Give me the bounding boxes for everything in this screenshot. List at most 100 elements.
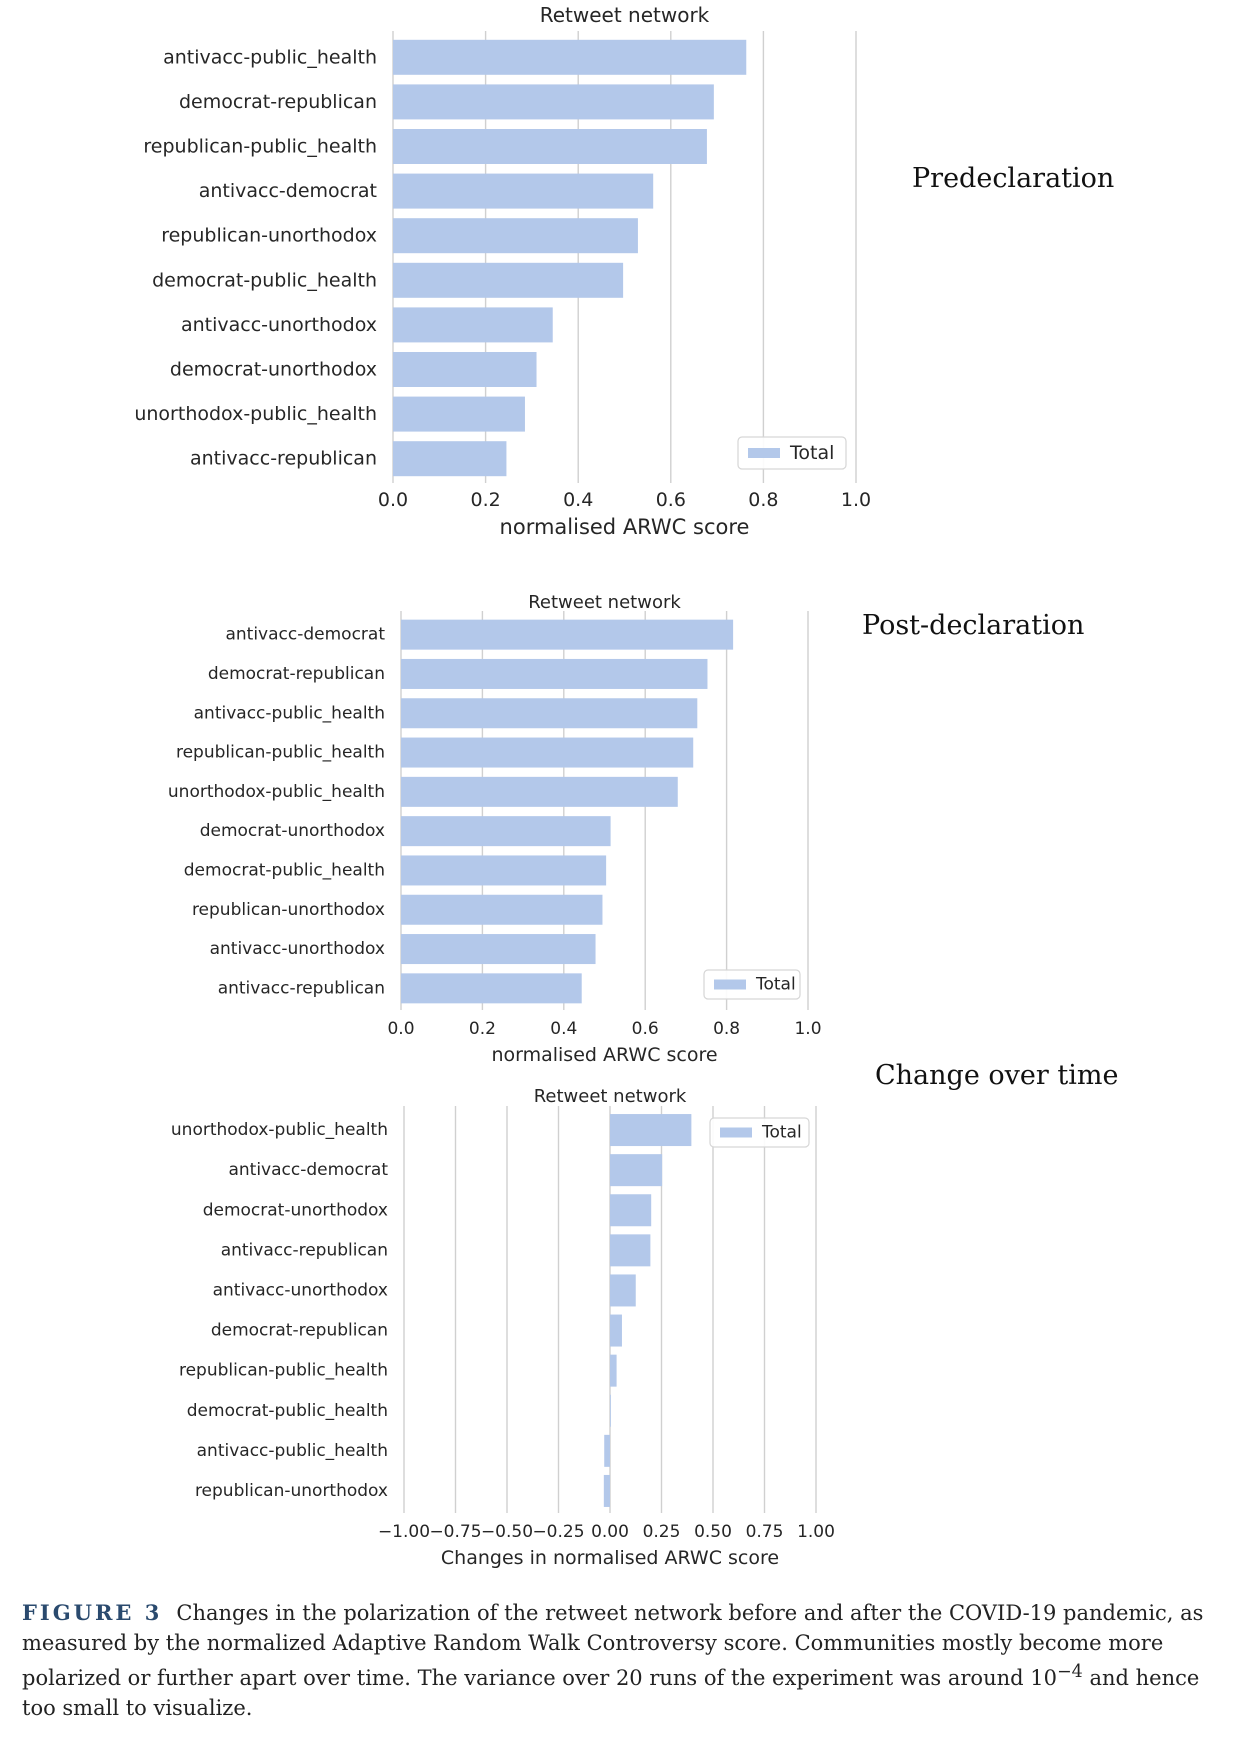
category-label: unorthodox-public_health bbox=[171, 1120, 388, 1140]
bar bbox=[401, 776, 678, 807]
bar bbox=[393, 396, 525, 432]
category-label: democrat-unorthodox bbox=[170, 359, 377, 381]
category-label: democrat-public_health bbox=[152, 269, 377, 291]
category-label: antivacc-democrat bbox=[199, 180, 377, 202]
x-tick-label: 0.50 bbox=[694, 1522, 732, 1542]
x-tick-label: 0.2 bbox=[470, 489, 500, 511]
bar bbox=[610, 1394, 611, 1427]
category-label: democrat-republican bbox=[208, 664, 385, 684]
bar bbox=[610, 1114, 692, 1147]
chart-title: Retweet network bbox=[540, 3, 710, 27]
category-label: republican-public_health bbox=[143, 136, 377, 158]
category-label: antivacc-public_health bbox=[197, 1441, 388, 1461]
legend-box bbox=[709, 1117, 810, 1148]
category-label: antivacc-unorthodox bbox=[181, 314, 377, 336]
category-label: unorthodox-public_health bbox=[168, 782, 385, 802]
category-label: republican-unorthodox bbox=[192, 900, 385, 920]
bar bbox=[610, 1234, 651, 1267]
bar bbox=[603, 1474, 610, 1507]
chart-2: antivacc-democrat democrat-republican anti… bbox=[168, 592, 822, 1066]
x-tick-label: −0.50 bbox=[481, 1522, 533, 1542]
bar bbox=[401, 855, 607, 886]
chart-1: antivacc-public_health democrat-republica… bbox=[134, 3, 871, 539]
x-tick-label: 0.8 bbox=[713, 1019, 740, 1039]
legend-box bbox=[737, 436, 847, 470]
bar bbox=[393, 352, 537, 387]
x-tick-label: 0.4 bbox=[550, 1019, 577, 1039]
legend: Total bbox=[737, 436, 847, 470]
figure-label: FIGURE 3 bbox=[22, 1600, 163, 1625]
panel-label-post-declaration: Post-declaration bbox=[862, 610, 1085, 641]
category-label: republican-public_health bbox=[176, 743, 385, 763]
caption-text: Changes in the polarization of the retwe… bbox=[22, 1601, 1204, 1690]
category-label: antivacc-public_health bbox=[163, 46, 377, 68]
category-label: antivacc-unorthodox bbox=[213, 1280, 388, 1300]
bar bbox=[610, 1314, 622, 1347]
bar bbox=[393, 218, 638, 254]
bar bbox=[401, 698, 698, 729]
x-tick-label: 0.0 bbox=[387, 1019, 414, 1039]
bar bbox=[393, 39, 747, 75]
panel-label-predeclaration: Predeclaration bbox=[912, 163, 1115, 194]
figure-charts: antivacc-public_health democrat-republica… bbox=[134, 3, 871, 1569]
x-tick-label: 0.6 bbox=[656, 489, 686, 511]
legend: Total bbox=[709, 1117, 810, 1148]
legend-swatch bbox=[714, 979, 746, 990]
x-tick-label: 1.0 bbox=[841, 489, 871, 511]
x-tick-label: 0.0 bbox=[378, 489, 408, 511]
category-label: antivacc-democrat bbox=[225, 625, 385, 645]
legend-label: Total bbox=[789, 442, 834, 464]
x-tick-label: −0.25 bbox=[532, 1522, 584, 1542]
x-tick-label: 0.8 bbox=[748, 489, 778, 511]
bar bbox=[401, 973, 582, 1004]
category-label: antivacc-republican bbox=[218, 978, 385, 998]
bar bbox=[401, 934, 596, 965]
x-tick-label: −0.75 bbox=[429, 1522, 481, 1542]
bar bbox=[604, 1434, 610, 1467]
bar bbox=[610, 1194, 652, 1227]
legend-swatch bbox=[748, 448, 780, 458]
category-label: antivacc-republican bbox=[221, 1240, 388, 1260]
x-axis-label: normalised ARWC score bbox=[500, 515, 750, 539]
category-label: democrat-public_health bbox=[187, 1401, 388, 1421]
category-label: antivacc-public_health bbox=[194, 703, 385, 723]
category-label: democrat-unorthodox bbox=[200, 821, 385, 841]
x-tick-label: 0.2 bbox=[469, 1019, 496, 1039]
category-label: antivacc-unorthodox bbox=[210, 939, 385, 959]
bar bbox=[401, 658, 708, 689]
bar bbox=[393, 129, 707, 164]
category-label: antivacc-democrat bbox=[228, 1160, 388, 1180]
category-label: democrat-public_health bbox=[184, 860, 385, 880]
caption-text-end: and hence too small to visualize. bbox=[22, 1666, 1200, 1720]
chart-3: unorthodox-public_health antivacc-democra… bbox=[171, 1086, 835, 1569]
legend-label: Total bbox=[755, 975, 796, 995]
x-tick-label: 0.4 bbox=[563, 489, 593, 511]
x-tick-label: −1.00 bbox=[378, 1522, 430, 1542]
category-label: republican-public_health bbox=[179, 1361, 388, 1381]
bar bbox=[401, 894, 603, 925]
caption-superscript: −4 bbox=[1056, 1662, 1083, 1682]
x-tick-label: 1.0 bbox=[794, 1019, 821, 1039]
x-tick-label: 0.6 bbox=[632, 1019, 659, 1039]
bar bbox=[610, 1274, 636, 1307]
legend-box bbox=[703, 969, 801, 1000]
bar bbox=[393, 441, 507, 477]
bar bbox=[393, 84, 714, 120]
legend: Total bbox=[703, 969, 801, 1000]
x-tick-label: 0.25 bbox=[643, 1522, 681, 1542]
bar bbox=[393, 262, 624, 298]
category-label: republican-unorthodox bbox=[161, 225, 377, 247]
chart-title: Retweet network bbox=[528, 592, 681, 613]
panel-label-change-over-time: Change over time bbox=[875, 1060, 1119, 1091]
category-label: republican-unorthodox bbox=[195, 1481, 388, 1501]
category-label: unorthodox-public_health bbox=[134, 403, 377, 425]
figure-caption: FIGURE 3 Changes in the polarization of t… bbox=[22, 1598, 1212, 1723]
bar bbox=[401, 816, 611, 847]
category-label: democrat-unorthodox bbox=[203, 1200, 388, 1220]
x-tick-label: 0.75 bbox=[746, 1522, 784, 1542]
bar bbox=[393, 173, 654, 209]
x-tick-label: 1.00 bbox=[797, 1522, 835, 1542]
category-label: democrat-republican bbox=[211, 1321, 388, 1341]
x-tick-label: 0.00 bbox=[591, 1522, 629, 1542]
category-label: democrat-republican bbox=[179, 91, 377, 113]
